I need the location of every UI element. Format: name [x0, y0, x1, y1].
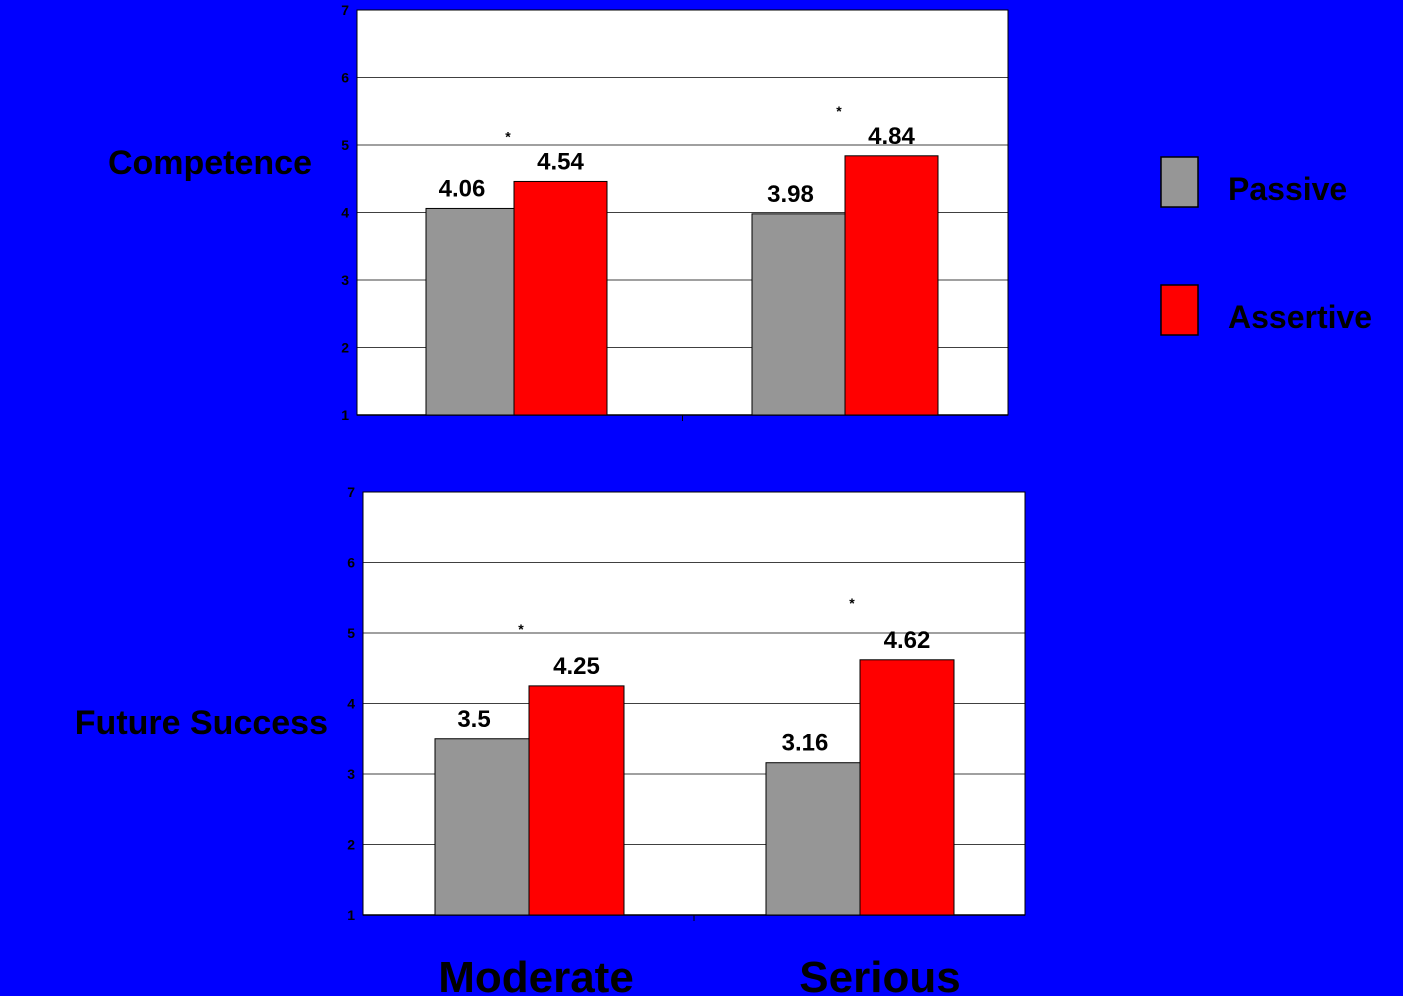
data-label: 3.16 [782, 730, 829, 757]
y-tick-label: 3 [341, 272, 349, 288]
bar-assertive-moderate [528, 685, 625, 916]
legend: Passive Assertive [1160, 156, 1372, 336]
bar-passive-moderate [434, 738, 530, 916]
legend-swatch-passive [1160, 156, 1199, 208]
y-tick-label: 4 [341, 205, 349, 221]
legend-label-assertive: Assertive [1228, 299, 1372, 335]
y-tick-label: 4 [347, 696, 355, 712]
y-tick-label: 3 [347, 766, 355, 782]
y-tick-label: 5 [341, 137, 349, 153]
bar-passive-serious [765, 762, 861, 916]
bar-passive-serious [751, 213, 846, 416]
y-tick-label: 2 [341, 340, 349, 356]
bar-passive-moderate [425, 207, 515, 416]
legend-swatch-assertive [1160, 284, 1199, 336]
bar-assertive-serious [844, 155, 939, 416]
data-label: 3.5 [457, 706, 490, 733]
y-axis-label: Competence [108, 144, 312, 182]
significance-marker: * [836, 103, 842, 119]
y-tick-label: 7 [341, 2, 349, 18]
bar-assertive-moderate [513, 180, 608, 416]
y-tick-label: 1 [347, 907, 355, 923]
y-tick-label: 7 [347, 484, 355, 500]
future-success-chart: 1 2 3 4 5 6 7 3.5 4.25 * 3.16 4.62 * Future Success [75, 484, 1026, 923]
y-tick-label: 6 [341, 70, 349, 86]
data-label: 4.06 [439, 175, 486, 202]
significance-marker: * [849, 595, 855, 611]
competence-chart: 1 2 3 4 5 6 7 4.06 4.54 * 3.98 4.84 * Competence [108, 2, 1009, 423]
x-category-serious: Serious [799, 953, 960, 996]
y-tick-label: 5 [347, 625, 355, 641]
bar-assertive-serious [859, 659, 955, 916]
data-label: 4.62 [884, 627, 931, 654]
legend-label-passive: Passive [1228, 171, 1347, 207]
y-tick-label: 6 [347, 555, 355, 571]
data-label: 3.98 [767, 181, 814, 208]
y-axis-label: Future Success [75, 704, 328, 742]
data-label: 4.84 [868, 123, 915, 150]
x-category-moderate: Moderate [438, 953, 634, 996]
y-tick-label: 1 [341, 407, 349, 423]
data-label: 4.54 [537, 148, 584, 175]
significance-marker: * [518, 621, 524, 637]
significance-marker: * [505, 128, 511, 144]
data-label: 4.25 [553, 653, 600, 680]
y-tick-label: 2 [347, 837, 355, 853]
